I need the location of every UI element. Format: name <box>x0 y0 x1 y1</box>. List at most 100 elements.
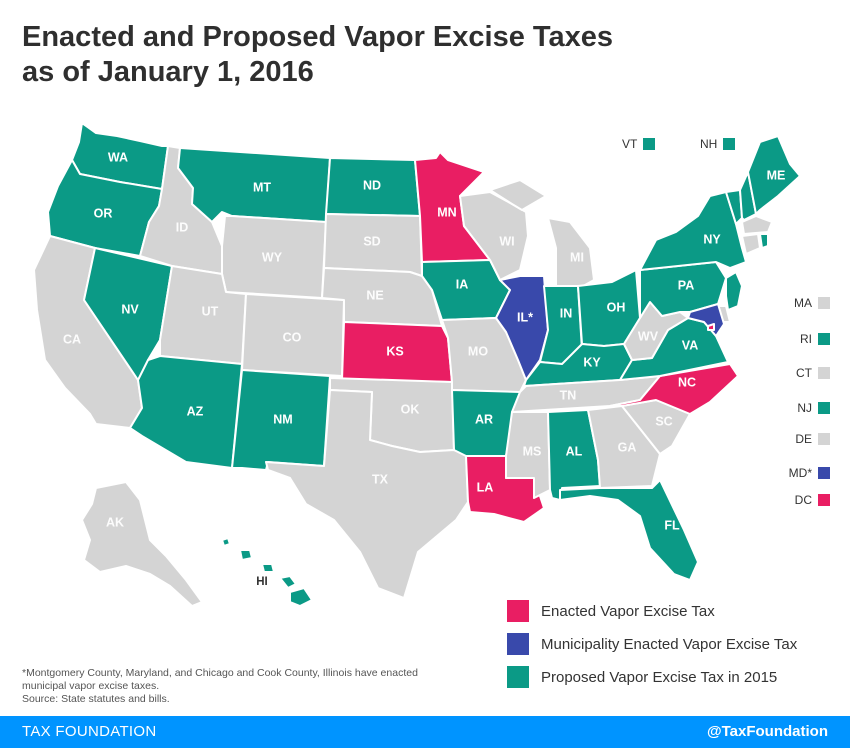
footer-brand: TAX FOUNDATION <box>22 723 157 740</box>
label-TN: TN <box>560 388 577 402</box>
footnote-line-2: municipal vapor excise taxes. <box>22 680 160 692</box>
key-DE: DE <box>780 432 830 446</box>
state-RI[interactable] <box>759 233 769 249</box>
label-KS: KS <box>386 344 403 358</box>
key-RI-label: RI <box>800 332 812 346</box>
key-MA: MA <box>780 296 830 310</box>
label-NC: NC <box>678 375 696 389</box>
label-SD: SD <box>363 234 380 248</box>
label-AR: AR <box>475 412 493 426</box>
state-FL[interactable] <box>559 479 699 581</box>
label-SC: SC <box>655 414 672 428</box>
label-UT: UT <box>202 304 219 318</box>
state-DC[interactable] <box>707 323 715 331</box>
label-WI: WI <box>499 234 514 248</box>
title-line-2: as of January 1, 2016 <box>22 56 314 88</box>
label-CA: CA <box>63 332 81 346</box>
key-MD-swatch <box>818 467 830 479</box>
label-MS: MS <box>523 444 542 458</box>
key-NH-label: NH <box>700 137 718 151</box>
label-AL: AL <box>566 444 583 458</box>
state-HI-3[interactable] <box>261 563 275 573</box>
label-WY: WY <box>262 250 283 264</box>
title-line-1: Enacted and Proposed Vapor Excise Taxes <box>22 21 613 53</box>
key-MA-swatch <box>818 297 830 309</box>
label-MI: MI <box>570 250 584 264</box>
label-ID: ID <box>176 220 189 234</box>
state-HI-2[interactable] <box>239 549 253 561</box>
label-ND: ND <box>363 178 381 192</box>
state-NY[interactable] <box>639 191 747 271</box>
label-OK: OK <box>401 402 420 416</box>
label-IN: IN <box>560 306 573 320</box>
label-WA: WA <box>108 150 128 164</box>
label-KY: KY <box>583 355 601 369</box>
label-NM: NM <box>273 412 292 426</box>
label-AZ: AZ <box>187 404 204 418</box>
state-NC[interactable] <box>609 363 739 415</box>
footer-handle[interactable]: @TaxFoundation <box>706 723 828 740</box>
label-CO: CO <box>283 330 302 344</box>
state-NJ[interactable] <box>725 271 743 311</box>
key-NH-swatch <box>723 138 736 150</box>
label-FL: FL <box>664 518 680 532</box>
state-labels: WA OR CA NV ID MT WY UT AZ CO NM ND SD NE KS OK TX MN IA MO… <box>63 150 785 532</box>
state-TX[interactable] <box>265 389 469 599</box>
legend-item-municipal: Municipality Enacted Vapor Excise Tax <box>507 629 797 659</box>
key-VT-swatch <box>643 138 656 150</box>
key-DE-swatch <box>818 433 830 445</box>
key-DC-label: DC <box>794 493 812 507</box>
key-NH: NH <box>700 137 736 151</box>
state-HI-5[interactable] <box>289 587 313 607</box>
state-HI-4[interactable] <box>279 575 297 589</box>
label-MN: MN <box>437 205 456 219</box>
label-ME: ME <box>767 168 786 182</box>
label-IL: IL* <box>517 310 533 324</box>
key-VT: VT <box>622 137 656 151</box>
key-CT-label: CT <box>796 366 812 380</box>
key-DC-swatch <box>818 494 830 506</box>
label-LA: LA <box>477 480 494 494</box>
state-ME[interactable] <box>747 135 801 215</box>
legend-item-enacted: Enacted Vapor Excise Tax <box>507 596 797 626</box>
key-NJ-label: NJ <box>797 401 812 415</box>
legend-swatch-proposed <box>507 666 529 688</box>
legend-label-proposed: Proposed Vapor Excise Tax in 2015 <box>541 668 778 686</box>
label-NY: NY <box>703 232 721 246</box>
key-VT-label: VT <box>622 137 638 151</box>
label-NE: NE <box>366 288 383 302</box>
state-MI[interactable] <box>489 179 547 211</box>
key-MD-label: MD* <box>788 466 812 480</box>
label-HI: HI <box>256 576 268 588</box>
label-GA: GA <box>618 440 637 454</box>
label-VA: VA <box>682 338 698 352</box>
label-AK: AK <box>106 515 124 529</box>
key-MD: MD* <box>780 466 830 480</box>
label-TX: TX <box>372 472 389 486</box>
legend-label-enacted: Enacted Vapor Excise Tax <box>541 602 715 620</box>
legend-item-proposed: Proposed Vapor Excise Tax in 2015 <box>507 662 797 692</box>
legend-swatch-enacted <box>507 600 529 622</box>
label-MO: MO <box>468 344 488 358</box>
legend-label-municipal: Municipality Enacted Vapor Excise Tax <box>541 635 798 653</box>
label-WV: WV <box>638 329 659 343</box>
state-HI-1[interactable] <box>221 537 231 547</box>
legend-swatch-municipal <box>507 633 529 655</box>
key-DC: DC <box>780 493 830 507</box>
key-RI-swatch <box>818 333 830 345</box>
state-MA[interactable] <box>741 215 773 235</box>
state-NH[interactable] <box>739 171 757 221</box>
state-AK[interactable] <box>81 481 203 607</box>
key-NJ: NJ <box>780 401 830 415</box>
label-PA: PA <box>678 278 694 292</box>
state-PA[interactable] <box>639 261 727 319</box>
footnote-line-1: *Montgomery County, Maryland, and Chicag… <box>22 667 418 679</box>
key-NJ-swatch <box>818 402 830 414</box>
map-title: Enacted and Proposed Vapor Excise Taxes … <box>22 20 722 90</box>
key-CT: CT <box>780 366 830 380</box>
key-DE-label: DE <box>795 432 812 446</box>
state-CT[interactable] <box>741 233 761 255</box>
label-OH: OH <box>607 300 626 314</box>
label-MT: MT <box>253 180 271 194</box>
